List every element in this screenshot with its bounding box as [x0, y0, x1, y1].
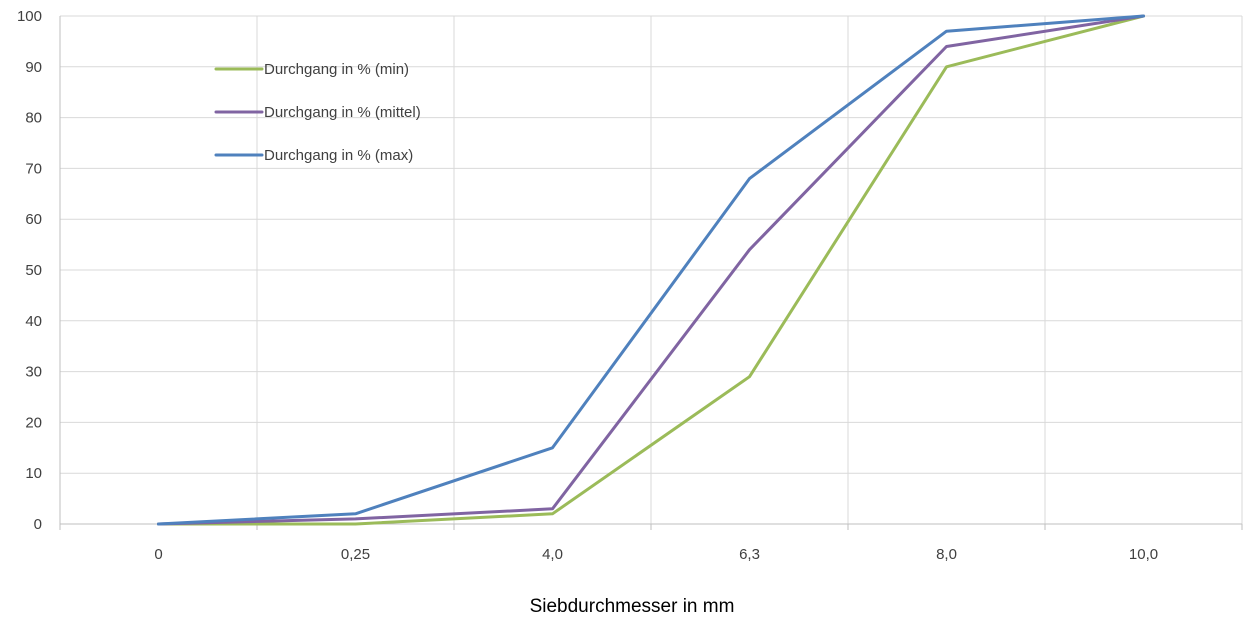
legend-label: Durchgang in % (min) [264, 61, 409, 78]
grid [60, 15, 1243, 524]
legend-label: Durchgang in % (mittel) [264, 104, 421, 121]
x-tick-label: 8,0 [936, 546, 957, 563]
x-tick-label: 4,0 [542, 546, 563, 563]
x-tick-label: 0 [154, 546, 162, 563]
y-tick-label: 10 [25, 465, 42, 482]
y-tick-label: 100 [17, 8, 42, 25]
y-tick-label: 90 [25, 59, 42, 76]
y-tick-label: 40 [25, 313, 42, 330]
x-tick-label: 6,3 [739, 546, 760, 563]
legend-entry: Durchgang in % (max) [214, 147, 413, 164]
series-line-3 [157, 14, 1145, 526]
y-tick-label: 60 [25, 211, 42, 228]
x-tick-label: 0,25 [341, 546, 370, 563]
axes: 0 10 20 30 40 50 60 70 80 90 100 0 0,25 4,0 6,3 8,0 10,0 [17, 8, 1243, 563]
series-line-2 [157, 14, 1145, 526]
series-lines [157, 14, 1145, 526]
y-tick-label: 30 [25, 364, 42, 381]
y-tick-label: 0 [34, 516, 42, 533]
legend-entry: Durchgang in % (mittel) [214, 104, 421, 121]
series-line-1 [157, 14, 1145, 526]
y-tick-label: 20 [25, 414, 42, 431]
x-axis-title: Siebdurchmesser in mm [530, 596, 735, 617]
y-tick-label: 50 [25, 262, 42, 279]
y-tick-label: 80 [25, 110, 42, 127]
legend: Durchgang in % (min) Durchgang in % (mitt… [214, 61, 421, 164]
legend-label: Durchgang in % (max) [264, 147, 413, 164]
y-tick-label: 70 [25, 160, 42, 177]
legend-entry: Durchgang in % (min) [214, 61, 409, 78]
x-tick-label: 10,0 [1129, 546, 1158, 563]
